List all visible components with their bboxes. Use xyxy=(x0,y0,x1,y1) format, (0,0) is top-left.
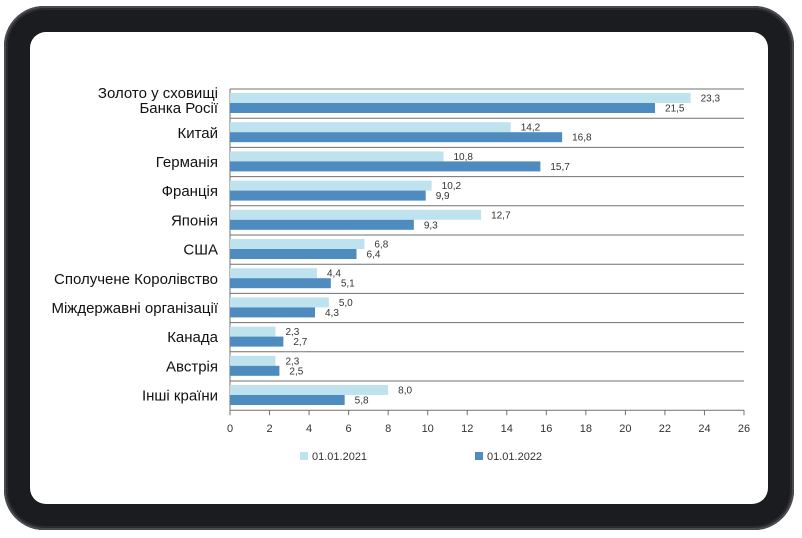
category-label: США xyxy=(183,242,218,259)
legend-label: 01.01.2022 xyxy=(487,451,542,463)
bar xyxy=(230,151,444,162)
tablet-frame: 23,3 21,5 Золото у сховищі Банка Росії 14,2 1… xyxy=(4,6,794,530)
data-label: 9,9 xyxy=(436,191,450,202)
x-tick-label: 26 xyxy=(738,423,750,435)
category-label: Міждержавні організації xyxy=(51,300,218,317)
data-label: 5,1 xyxy=(341,279,355,290)
bar xyxy=(230,297,329,308)
data-label: 4,3 xyxy=(325,308,339,319)
bar xyxy=(230,365,280,376)
data-label: 4,4 xyxy=(327,269,341,280)
category-label: Банка Росії xyxy=(139,100,218,117)
data-label: 16,8 xyxy=(572,133,592,144)
data-label: 9,3 xyxy=(424,220,438,231)
bar xyxy=(230,219,414,230)
data-label: 5,8 xyxy=(355,396,369,407)
category-label: Інші країни xyxy=(142,388,218,405)
category-label: Японія xyxy=(171,212,218,229)
data-label: 6,8 xyxy=(374,240,388,251)
bar xyxy=(230,180,432,191)
category-label: Германія xyxy=(156,154,218,171)
data-label: 6,4 xyxy=(367,250,381,261)
legend-swatch xyxy=(300,452,308,460)
bar xyxy=(230,209,482,220)
data-label: 2,3 xyxy=(285,356,299,367)
category-label: Золото у сховищі xyxy=(98,85,218,102)
bar xyxy=(230,249,357,259)
x-tick-label: 8 xyxy=(385,423,391,435)
x-tick-label: 18 xyxy=(580,423,592,435)
data-label: 12,7 xyxy=(491,210,511,221)
legend-swatch xyxy=(475,452,483,460)
data-label: 2,3 xyxy=(285,327,299,338)
bar xyxy=(230,93,691,103)
bar xyxy=(230,278,331,289)
x-tick-label: 6 xyxy=(346,423,352,435)
bar xyxy=(230,161,541,172)
bar xyxy=(230,190,426,201)
x-tick-label: 0 xyxy=(227,423,233,435)
x-tick-label: 16 xyxy=(540,423,552,435)
bar xyxy=(230,307,316,318)
data-label: 2,5 xyxy=(289,366,303,377)
data-label: 2,7 xyxy=(293,337,307,348)
category-label: Сполучене Королівство xyxy=(54,271,218,288)
tablet-screen: 23,3 21,5 Золото у сховищі Банка Росії 14,2 1… xyxy=(30,32,768,504)
data-label: 21,5 xyxy=(665,104,685,115)
x-tick-label: 12 xyxy=(461,423,473,435)
category-label: Китай xyxy=(177,125,218,142)
data-label: 15,7 xyxy=(550,162,570,173)
category-label: Австрія xyxy=(166,358,218,375)
data-label: 14,2 xyxy=(521,123,541,134)
x-tick-label: 14 xyxy=(501,423,513,435)
bar xyxy=(230,326,276,337)
x-tick-label: 22 xyxy=(659,423,671,435)
bar xyxy=(230,122,511,133)
x-tick-label: 20 xyxy=(619,423,631,435)
bar xyxy=(230,395,345,405)
bar xyxy=(230,355,276,366)
category-label: Франція xyxy=(162,183,218,200)
legend-label: 01.01.2021 xyxy=(312,451,367,463)
x-tick-label: 10 xyxy=(422,423,434,435)
data-label: 8,0 xyxy=(398,386,412,397)
data-label: 5,0 xyxy=(339,298,353,309)
bar xyxy=(230,336,284,347)
bar xyxy=(230,132,563,143)
bar xyxy=(230,239,365,249)
category-label: Канада xyxy=(167,329,218,346)
x-tick-label: 4 xyxy=(306,423,312,435)
x-tick-label: 24 xyxy=(698,423,710,435)
data-label: 10,8 xyxy=(454,152,474,163)
bar xyxy=(230,385,389,395)
bar xyxy=(230,103,656,113)
x-tick-label: 2 xyxy=(266,423,272,435)
data-label: 23,3 xyxy=(701,94,721,105)
data-label: 10,2 xyxy=(442,181,462,192)
bar xyxy=(230,268,317,279)
